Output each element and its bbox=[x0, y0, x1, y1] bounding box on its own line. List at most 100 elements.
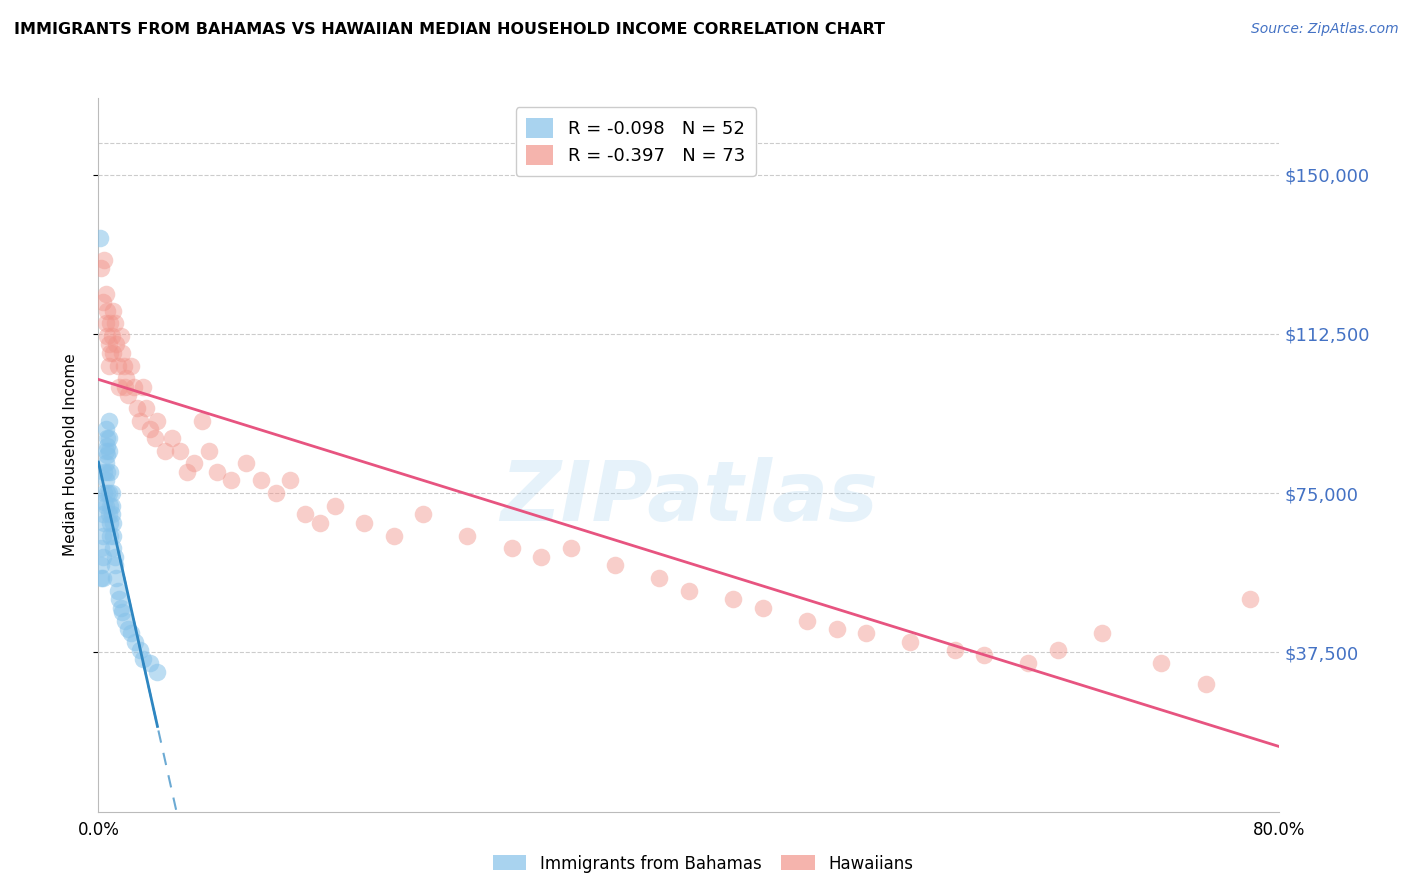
Point bbox=[751, 600, 773, 615]
Point bbox=[96, 431, 118, 445]
Point bbox=[146, 414, 169, 428]
Point bbox=[105, 337, 128, 351]
Point bbox=[89, 231, 111, 245]
Point bbox=[143, 431, 166, 445]
Point bbox=[219, 474, 242, 488]
Point bbox=[124, 635, 146, 649]
Point bbox=[117, 622, 139, 636]
Point bbox=[112, 359, 135, 373]
Point bbox=[648, 571, 671, 585]
Point bbox=[103, 346, 125, 360]
Point bbox=[678, 583, 700, 598]
Point bbox=[114, 614, 136, 628]
Point bbox=[198, 443, 221, 458]
Point bbox=[103, 303, 125, 318]
Point bbox=[723, 592, 745, 607]
Point bbox=[90, 260, 112, 275]
Legend: R = -0.098   N = 52, R = -0.397   N = 73: R = -0.098 N = 52, R = -0.397 N = 73 bbox=[516, 107, 756, 176]
Point bbox=[412, 508, 434, 522]
Point bbox=[91, 571, 114, 585]
Point bbox=[146, 665, 169, 679]
Point bbox=[139, 422, 162, 436]
Text: IMMIGRANTS FROM BAHAMAS VS HAWAIIAN MEDIAN HOUSEHOLD INCOME CORRELATION CHART: IMMIGRANTS FROM BAHAMAS VS HAWAIIAN MEDI… bbox=[14, 22, 884, 37]
Point bbox=[96, 329, 118, 343]
Point bbox=[530, 549, 553, 564]
Point bbox=[114, 380, 136, 394]
Point bbox=[94, 443, 117, 458]
Y-axis label: Median Household Income: Median Household Income bbox=[63, 353, 77, 557]
Point bbox=[93, 494, 115, 508]
Point bbox=[125, 401, 148, 416]
Point bbox=[115, 371, 138, 385]
Point bbox=[94, 457, 117, 471]
Point bbox=[104, 549, 127, 564]
Point bbox=[100, 499, 122, 513]
Point bbox=[91, 528, 114, 542]
Point bbox=[278, 474, 302, 488]
Point bbox=[855, 626, 877, 640]
Point bbox=[107, 583, 129, 598]
Point bbox=[103, 528, 125, 542]
Point bbox=[90, 558, 112, 573]
Point bbox=[98, 346, 121, 360]
Point bbox=[1195, 677, 1218, 691]
Point bbox=[235, 457, 257, 471]
Point bbox=[96, 303, 118, 318]
Point bbox=[382, 528, 405, 542]
Point bbox=[117, 388, 139, 402]
Point bbox=[456, 528, 478, 542]
Point bbox=[94, 316, 117, 330]
Point bbox=[93, 486, 115, 500]
Point bbox=[103, 516, 125, 530]
Point bbox=[1239, 592, 1261, 607]
Point bbox=[98, 516, 121, 530]
Point bbox=[100, 486, 122, 500]
Point bbox=[162, 431, 183, 445]
Point bbox=[94, 499, 117, 513]
Point bbox=[323, 499, 346, 513]
Point bbox=[294, 508, 316, 522]
Point bbox=[111, 605, 134, 619]
Point bbox=[94, 286, 117, 301]
Point bbox=[191, 414, 214, 428]
Point bbox=[100, 329, 122, 343]
Point bbox=[122, 380, 145, 394]
Point bbox=[176, 465, 198, 479]
Point bbox=[104, 316, 127, 330]
Point bbox=[105, 571, 128, 585]
Point bbox=[97, 443, 120, 458]
Point bbox=[353, 516, 375, 530]
Point bbox=[96, 439, 118, 453]
Point bbox=[120, 359, 142, 373]
Point bbox=[501, 541, 523, 556]
Point bbox=[183, 457, 205, 471]
Point bbox=[103, 541, 125, 556]
Point bbox=[93, 252, 115, 267]
Point bbox=[1150, 656, 1173, 670]
Point bbox=[1046, 643, 1069, 657]
Point bbox=[98, 528, 121, 542]
Text: ZIPatlas: ZIPatlas bbox=[501, 458, 877, 538]
Point bbox=[153, 443, 176, 458]
Point bbox=[128, 643, 150, 657]
Point bbox=[1091, 626, 1114, 640]
Point bbox=[94, 422, 117, 436]
Point bbox=[93, 516, 115, 530]
Point bbox=[97, 414, 120, 428]
Point bbox=[264, 486, 287, 500]
Point bbox=[90, 571, 112, 585]
Point bbox=[132, 380, 155, 394]
Text: Source: ZipAtlas.com: Source: ZipAtlas.com bbox=[1251, 22, 1399, 37]
Point bbox=[93, 465, 115, 479]
Point bbox=[135, 401, 157, 416]
Point bbox=[108, 592, 131, 607]
Point bbox=[139, 656, 162, 670]
Point bbox=[120, 626, 142, 640]
Point bbox=[943, 643, 966, 657]
Point bbox=[1017, 656, 1039, 670]
Point bbox=[96, 486, 118, 500]
Point bbox=[128, 414, 150, 428]
Point bbox=[825, 622, 848, 636]
Point bbox=[97, 486, 120, 500]
Point bbox=[94, 474, 117, 488]
